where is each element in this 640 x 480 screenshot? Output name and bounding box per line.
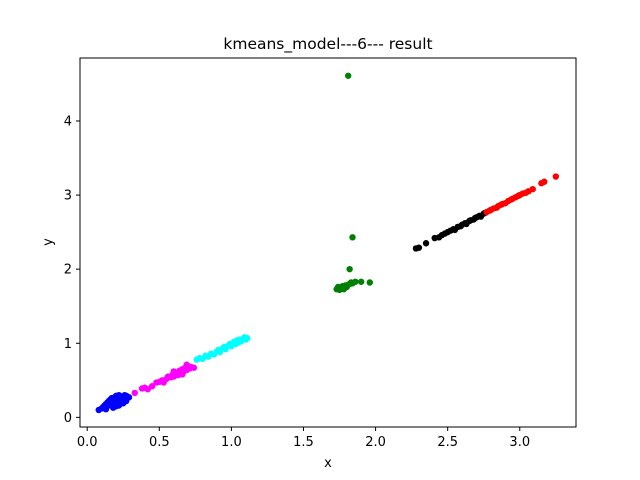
y-tick-label: 1 — [64, 337, 72, 352]
y-tick-label: 4 — [64, 114, 72, 129]
data-point — [366, 279, 374, 286]
y-tick-label: 3 — [64, 189, 72, 204]
data-point — [148, 383, 156, 390]
data-point — [344, 72, 352, 79]
data-point — [125, 394, 133, 401]
data-point — [541, 178, 548, 185]
data-point — [529, 185, 536, 193]
plot-frame — [79, 57, 577, 428]
data-point — [131, 389, 138, 397]
y-axis-label: y — [41, 238, 56, 246]
data-point — [352, 278, 359, 285]
x-tick-label: 1.0 — [221, 435, 242, 450]
x-tick-label: 0.0 — [77, 435, 98, 450]
chart-title: kmeans_model---6--- result — [223, 35, 432, 54]
data-point — [415, 244, 423, 251]
data-point — [357, 278, 365, 285]
data-point — [183, 361, 190, 368]
data-point — [346, 265, 353, 273]
data-point — [349, 234, 356, 241]
x-axis: 0.0 0.5 1.0 1.5 2.0 2.5 3.0 — [77, 427, 530, 450]
x-tick-label: 0.5 — [149, 435, 170, 450]
y-tick-label: 0 — [64, 411, 72, 426]
data-point — [102, 406, 110, 413]
y-axis: 0 1 2 3 4 — [64, 114, 80, 426]
x-tick-label: 1.5 — [293, 435, 314, 450]
data-point — [179, 371, 186, 378]
data-point — [244, 334, 251, 342]
data-point — [422, 240, 430, 247]
data-points — [95, 72, 560, 414]
data-point — [170, 368, 177, 375]
x-axis-label: x — [324, 456, 332, 471]
data-point — [340, 285, 348, 293]
y-tick-label: 2 — [64, 263, 72, 278]
data-point — [552, 173, 560, 180]
data-point — [190, 364, 198, 371]
x-tick-label: 3.0 — [509, 435, 530, 450]
x-tick-label: 2.0 — [365, 435, 386, 450]
x-tick-label: 2.5 — [437, 435, 458, 450]
